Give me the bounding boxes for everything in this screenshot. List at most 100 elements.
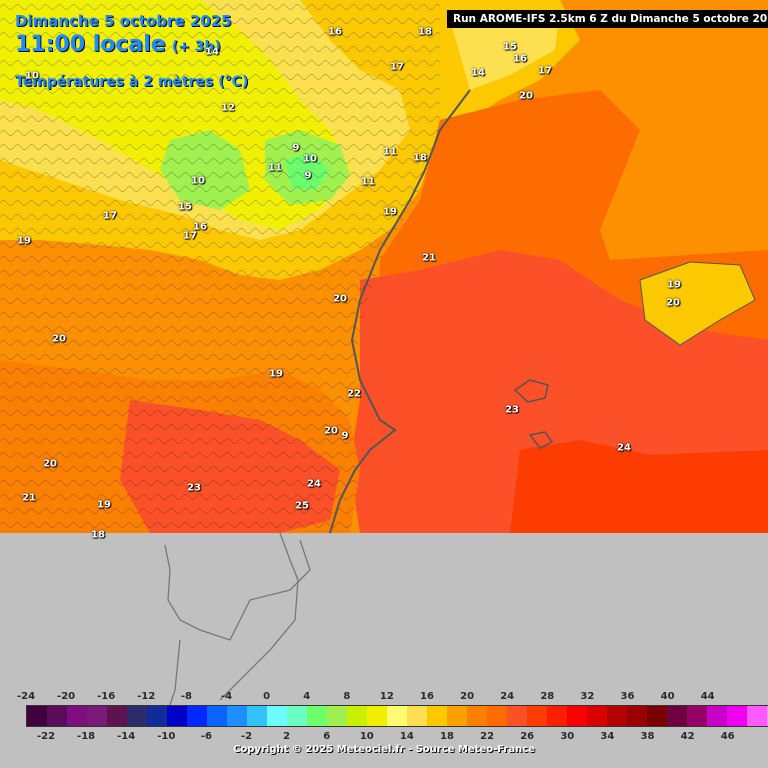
legend-swatch	[587, 706, 607, 726]
forecast-date: Dimanche 5 octobre 2025	[15, 12, 232, 30]
legend-swatch	[747, 706, 767, 726]
legend-swatch	[607, 706, 627, 726]
legend-swatch	[707, 706, 727, 726]
legend-tick-bottom: -2	[240, 731, 253, 742]
legend-tick-bottom: 30	[560, 731, 575, 742]
legend-tick-top: 32	[580, 691, 595, 702]
legend-swatch	[627, 706, 647, 726]
legend-swatch	[47, 706, 67, 726]
legend-swatch	[467, 706, 487, 726]
legend-tick-bottom: 22	[480, 731, 495, 742]
temperature-label: 17	[538, 65, 552, 77]
legend-tick-bottom: 2	[283, 731, 291, 742]
legend-swatch	[387, 706, 407, 726]
legend-swatch	[247, 706, 267, 726]
legend-tick-bottom: 6	[323, 731, 331, 742]
temperature-label: 20	[43, 458, 57, 470]
legend-tick-top: 24	[500, 691, 515, 702]
temperature-label: 14	[205, 46, 219, 58]
legend-swatch	[207, 706, 227, 726]
temperature-label: 21	[422, 252, 436, 264]
forecast-offset: (+ 3h)	[171, 39, 221, 55]
temperature-label: 11	[268, 162, 282, 174]
legend-tick-bottom: 18	[440, 731, 454, 742]
legend-tick-top: 0	[263, 691, 271, 702]
temperature-label: 16	[193, 221, 207, 233]
legend-tick-bottom: 38	[640, 731, 655, 742]
legend-tick-bottom: 26	[520, 731, 535, 742]
legend-tick-top: 4	[303, 691, 311, 702]
legend-tick-top: -24	[16, 691, 36, 702]
legend-tick-top: -4	[220, 691, 233, 702]
copyright: Copyright © 2025 Meteociel.fr - Source M…	[233, 744, 535, 755]
legend-swatch	[167, 706, 187, 726]
parameter-title: Températures à 2 mètres (°C)	[15, 74, 249, 90]
temperature-label: 19	[383, 206, 397, 218]
legend-swatch	[427, 706, 447, 726]
legend-swatch	[227, 706, 247, 726]
temperature-label: 20	[519, 90, 533, 102]
legend-swatch	[267, 706, 287, 726]
forecast-hour: 11:00 locale	[15, 32, 166, 57]
temperature-label: 15	[178, 201, 192, 213]
legend-swatch	[447, 706, 467, 726]
legend-swatch	[547, 706, 567, 726]
temperature-label: 25	[295, 500, 309, 512]
temperature-label: 15	[503, 41, 517, 53]
forecast-time: 11:00 locale (+ 3h)	[15, 32, 221, 57]
temperature-label: 18	[418, 26, 432, 38]
islet-outline	[513, 379, 549, 403]
temperature-label: 18	[91, 529, 105, 541]
temperature-label: 17	[390, 61, 404, 73]
legend-swatch	[67, 706, 87, 726]
legend-tick-top: 12	[379, 691, 394, 702]
run-banner: Run AROME-IFS 2.5km 6 Z du Dimanche 5 oc…	[447, 10, 768, 28]
legend-tick-bottom: -14	[117, 731, 136, 742]
legend-tick-bottom: 42	[680, 731, 695, 742]
legend-swatch	[687, 706, 707, 726]
temperature-label: 17	[103, 210, 117, 222]
temperature-label: 20	[333, 293, 347, 305]
legend-swatch	[647, 706, 667, 726]
temperature-label: 10	[303, 153, 317, 165]
temperature-field-24c-sea	[510, 440, 768, 533]
temperature-label: 9	[341, 430, 349, 442]
temperature-label: 17	[183, 230, 197, 242]
temperature-label: 12	[221, 102, 235, 114]
legend-tick-top: 20	[460, 691, 475, 702]
legend-tick-top: -16	[97, 691, 116, 702]
legend-swatch	[527, 706, 547, 726]
legend-tick-top: 8	[343, 691, 351, 702]
legend-swatch	[367, 706, 387, 726]
legend-swatch	[507, 706, 527, 726]
temperature-label: 23	[505, 404, 519, 416]
islet-outline-2	[528, 431, 554, 449]
temperature-label: 16	[513, 53, 527, 65]
temperature-label: 18	[413, 152, 427, 164]
legend-tick-bottom: -6	[200, 731, 212, 742]
temperature-label: 24	[307, 478, 321, 490]
temperature-label: 11	[383, 146, 397, 158]
legend-tick-bottom: 46	[720, 731, 735, 742]
temperature-label: 20	[666, 297, 680, 309]
color-legend	[26, 705, 768, 727]
legend-swatch	[87, 706, 107, 726]
legend-swatch	[127, 706, 147, 726]
coastline-lower	[219, 532, 299, 701]
legend-swatch	[107, 706, 127, 726]
border-line	[164, 539, 311, 641]
temperature-label: 21	[22, 492, 36, 504]
legend-swatch	[667, 706, 687, 726]
temperature-label: 11	[361, 176, 375, 188]
legend-tick-top: 36	[620, 691, 635, 702]
temperature-label: 19	[97, 499, 111, 511]
legend-swatch	[187, 706, 207, 726]
legend-swatch	[347, 706, 367, 726]
temperature-label: 22	[347, 388, 361, 400]
legend-swatch	[287, 706, 307, 726]
temperature-label: 19	[269, 368, 283, 380]
temperature-label: 9	[292, 142, 300, 154]
legend-tick-bottom: -10	[157, 731, 176, 742]
